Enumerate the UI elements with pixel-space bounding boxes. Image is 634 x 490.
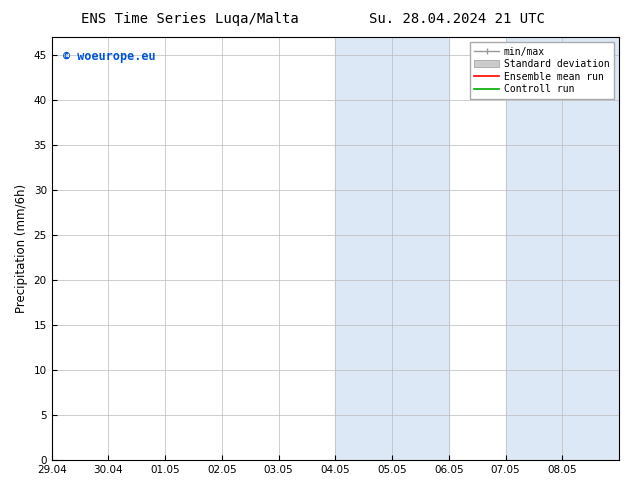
Text: © woeurope.eu: © woeurope.eu	[63, 50, 155, 63]
Y-axis label: Precipitation (mm/6h): Precipitation (mm/6h)	[15, 184, 28, 313]
Text: Su. 28.04.2024 21 UTC: Su. 28.04.2024 21 UTC	[368, 12, 545, 26]
Legend: min/max, Standard deviation, Ensemble mean run, Controll run: min/max, Standard deviation, Ensemble me…	[470, 42, 614, 99]
Bar	[335, 37, 449, 460]
Text: ENS Time Series Luqa/Malta: ENS Time Series Luqa/Malta	[81, 12, 299, 26]
Bar	[505, 37, 619, 460]
